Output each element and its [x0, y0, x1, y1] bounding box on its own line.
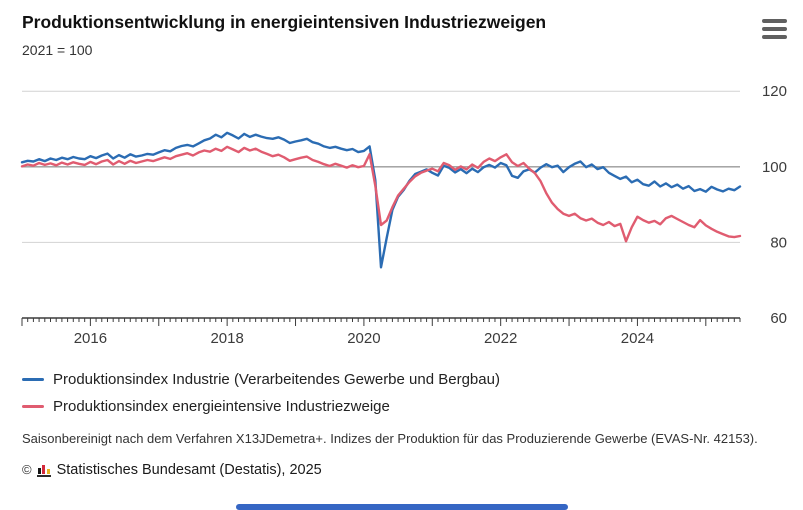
svg-text:2020: 2020	[347, 330, 380, 347]
legend-label: Produktionsindex energieintensive Indust…	[53, 398, 390, 415]
chart-legend: Produktionsindex Industrie (Verarbeitend…	[22, 366, 803, 420]
copyright-symbol: ©	[22, 462, 32, 478]
red-line-swatch-icon	[22, 404, 44, 409]
progress-bar[interactable]	[236, 504, 568, 510]
svg-text:60: 60	[770, 310, 787, 327]
svg-text:80: 80	[770, 234, 787, 251]
svg-text:120: 120	[762, 83, 787, 100]
footnote: Saisonbereinigt nach dem Verfahren X13JD…	[22, 431, 758, 446]
chart-header: Produktionsentwicklung in energieintensi…	[0, 0, 803, 59]
page-title: Produktionsentwicklung in energieintensi…	[22, 12, 547, 32]
svg-text:100: 100	[762, 159, 787, 176]
copyright-text: Statistisches Bundesamt (Destatis), 2025	[56, 461, 322, 478]
hamburger-icon	[762, 19, 787, 23]
line-chart[interactable]: 60 80 100 120 2016 2018 2020 2022 2024	[0, 70, 803, 350]
hamburger-icon	[762, 27, 787, 31]
legend-item-industrie[interactable]: Produktionsindex Industrie (Verarbeitend…	[22, 366, 803, 393]
hamburger-icon	[762, 35, 787, 39]
unit-note: 2021 = 100	[22, 42, 93, 58]
copyright-line: © Statistisches Bundesamt (Destatis), 20…	[22, 462, 781, 478]
svg-text:2024: 2024	[621, 330, 654, 347]
destatis-bars-icon	[36, 462, 52, 478]
svg-text:2018: 2018	[210, 330, 243, 347]
menu-button[interactable]	[762, 18, 787, 40]
svg-text:2022: 2022	[484, 330, 517, 347]
legend-label: Produktionsindex Industrie (Verarbeitend…	[53, 371, 500, 388]
blue-line-swatch-icon	[22, 377, 44, 382]
legend-item-energieintensiv[interactable]: Produktionsindex energieintensive Indust…	[22, 393, 803, 420]
svg-text:2016: 2016	[74, 330, 107, 347]
